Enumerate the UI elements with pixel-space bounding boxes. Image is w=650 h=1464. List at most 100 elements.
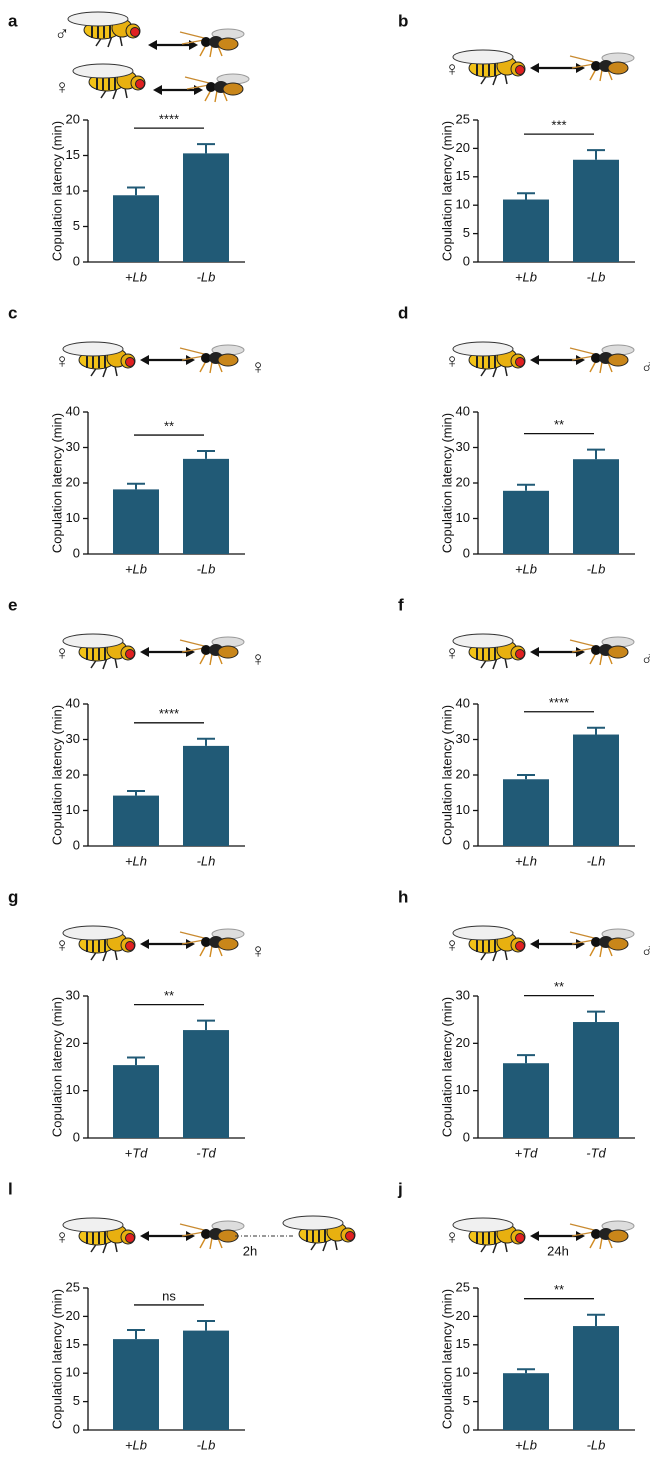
arrow-head — [576, 647, 585, 657]
y-tick-label: 20 — [66, 1035, 80, 1050]
y-tick-label: 40 — [66, 695, 80, 710]
x-tick-label: -Lb — [587, 1437, 606, 1452]
wasp-leg — [215, 91, 217, 102]
fly-illustration — [453, 342, 525, 377]
arrow-head — [140, 1231, 149, 1241]
fly-leg — [505, 658, 507, 668]
error-bar — [517, 193, 535, 199]
significance-label: ** — [554, 979, 564, 994]
bar — [573, 1326, 619, 1430]
error-bar — [127, 1058, 145, 1066]
bar — [503, 1373, 549, 1430]
bar — [573, 459, 619, 554]
y-tick-label: 0 — [463, 1129, 470, 1144]
x-tick-label: +Lb — [125, 561, 147, 576]
arrow-head — [186, 647, 195, 657]
fly-wing — [453, 926, 513, 940]
sex-symbol: ♀ — [251, 940, 266, 962]
panel-label: c — [8, 303, 17, 322]
y-tick-label: 20 — [66, 111, 80, 126]
significance-label: *** — [551, 118, 566, 133]
fly-leg — [505, 366, 507, 376]
y-tick-label: 10 — [66, 182, 80, 197]
wasp-antenna — [570, 932, 594, 938]
figure: a♂♀05101520Copulation latency (min)+Lb-L… — [0, 0, 650, 1464]
fly-wing — [453, 342, 513, 356]
fly-leg — [115, 366, 117, 376]
y-tick-label: 30 — [456, 987, 470, 1002]
arrow-head — [576, 355, 585, 365]
error-bar — [517, 1055, 535, 1063]
y-axis-label: Copulation latency (min) — [49, 705, 64, 845]
y-tick-label: 30 — [456, 439, 470, 454]
wasp-antenna — [180, 932, 204, 938]
y-tick-label: 15 — [456, 1336, 470, 1351]
x-tick-label: +Lb — [125, 1437, 147, 1452]
y-tick-label: 10 — [66, 802, 80, 817]
y-tick-label: 10 — [456, 802, 470, 817]
bar — [573, 735, 619, 846]
x-tick-label: -Td — [196, 1145, 216, 1160]
error-bar — [197, 1021, 215, 1030]
wasp-abdomen — [608, 354, 628, 366]
x-tick-label: -Lb — [587, 269, 606, 284]
fly-wing — [453, 50, 513, 64]
bar — [183, 746, 229, 846]
fly-wing — [453, 1218, 513, 1232]
panel-label: e — [8, 595, 17, 614]
arrow-head — [186, 355, 195, 365]
y-axis-label: Copulation latency (min) — [49, 1289, 64, 1429]
fly-eye — [516, 650, 525, 659]
sex-symbol: ♀ — [55, 642, 70, 664]
fly-wing — [63, 1218, 123, 1232]
significance-label: ns — [162, 1288, 176, 1303]
fly-illustration — [283, 1216, 355, 1251]
y-tick-label: 0 — [463, 545, 470, 560]
x-tick-label: +Lb — [515, 561, 537, 576]
sex-symbol: ♀ — [55, 76, 70, 98]
y-tick-label: 5 — [73, 218, 80, 233]
wasp-illustration — [570, 929, 634, 957]
wasp-abdomen — [608, 938, 628, 950]
error-bar — [517, 775, 535, 779]
wasp-abdomen — [608, 646, 628, 658]
bar — [183, 459, 229, 554]
y-tick-label: 0 — [463, 253, 470, 268]
wasp-abdomen — [608, 1230, 628, 1242]
fly-leg — [335, 1240, 337, 1250]
significance-label: ** — [554, 417, 564, 432]
wasp-leg — [210, 1238, 212, 1249]
fly-illustration — [73, 64, 145, 99]
wasp-antenna — [185, 77, 209, 83]
significance-label: ** — [164, 988, 174, 1003]
wasp-leg — [210, 362, 212, 373]
fly-eye — [126, 942, 135, 951]
x-tick-label: +Td — [515, 1145, 539, 1160]
y-tick-label: 10 — [456, 1082, 470, 1097]
bar — [183, 1331, 229, 1430]
fly-wing — [283, 1216, 343, 1230]
y-tick-label: 20 — [66, 474, 80, 489]
arrow-head — [576, 1231, 585, 1241]
fly-eye — [516, 942, 525, 951]
y-tick-label: 5 — [73, 1393, 80, 1408]
y-tick-label: 40 — [456, 403, 470, 418]
y-tick-label: 10 — [456, 197, 470, 212]
y-tick-label: 15 — [66, 1336, 80, 1351]
bar — [183, 153, 229, 262]
fly-leg — [115, 1242, 117, 1252]
wasp-illustration — [570, 637, 634, 665]
x-tick-label: -Td — [586, 1145, 606, 1160]
y-tick-label: 30 — [66, 987, 80, 1002]
y-tick-label: 25 — [456, 1279, 470, 1294]
x-tick-label: +Lb — [515, 269, 537, 284]
wasp-antenna — [180, 32, 204, 38]
wasp-abdomen — [223, 83, 243, 95]
error-bar — [587, 1012, 605, 1022]
y-tick-label: 5 — [463, 225, 470, 240]
wasp-abdomen — [218, 354, 238, 366]
fly-wing — [63, 342, 123, 356]
y-axis-label: Copulation latency (min) — [439, 121, 454, 261]
fly-wing — [63, 926, 123, 940]
wasp-leg — [600, 362, 602, 373]
